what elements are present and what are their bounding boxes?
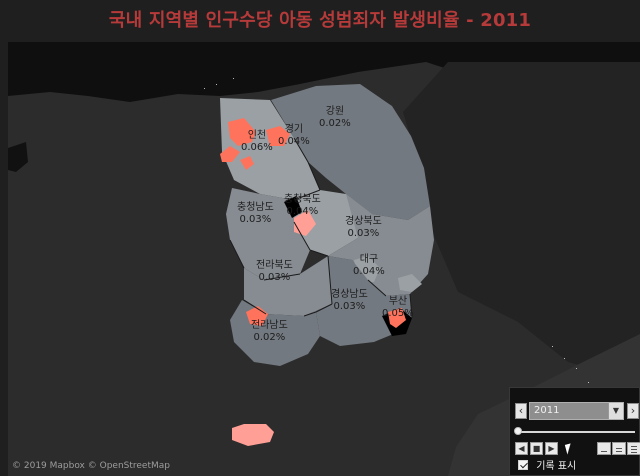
- time-slider-track[interactable]: [517, 431, 635, 433]
- gangwon-region[interactable]: [271, 84, 430, 220]
- boundary-lines: [229, 137, 413, 319]
- daejeon-region[interactable]: [294, 210, 316, 236]
- medium-speed-button[interactable]: [612, 442, 626, 455]
- time-control-panel: ‹ 2011 ▼ › ◀ ■ ▶: [509, 387, 640, 476]
- fast-speed-button[interactable]: [627, 442, 640, 455]
- step-forward-button[interactable]: ▶: [545, 442, 558, 455]
- map-attribution: © 2019 Mapbox © OpenStreetMap: [12, 461, 170, 471]
- show-history-toggle[interactable]: 기록 표시: [518, 460, 576, 474]
- speed-bar-icon: [616, 451, 622, 452]
- previous-year-button[interactable]: ‹: [515, 403, 527, 419]
- speed-bar-icon: [631, 446, 637, 447]
- map-viewport[interactable]: 강원 0.02% 경기 0.04% 인천 0.06% 충청북도 0.04% 충청…: [8, 42, 640, 476]
- ulsan-region[interactable]: [398, 274, 422, 292]
- north-korea-landmass: [8, 42, 640, 102]
- step-back-button[interactable]: ◀: [515, 442, 528, 455]
- incheon-island-a[interactable]: [220, 146, 240, 162]
- busan-highlight[interactable]: [388, 308, 406, 328]
- year-dropdown[interactable]: 2011 ▼: [529, 402, 624, 420]
- seoul-region[interactable]: [266, 126, 290, 146]
- korea-map[interactable]: [8, 42, 640, 476]
- stop-button[interactable]: ■: [530, 442, 543, 455]
- map-title: 국내 지역별 인구수당 아동 성범죄자 발생비율 - 2011: [108, 10, 532, 31]
- jeju-island[interactable]: [232, 424, 274, 446]
- step-back-icon: ◀: [518, 444, 525, 453]
- speed-bar-icon: [616, 448, 622, 449]
- next-year-button[interactable]: ›: [627, 403, 639, 419]
- speed-bar-icon: [601, 451, 607, 452]
- gyeongbuk-region[interactable]: [328, 194, 434, 296]
- east-coast-water: [403, 62, 640, 382]
- west-island-chain: [8, 142, 28, 172]
- chevron-left-icon: ‹: [518, 404, 524, 417]
- stop-icon: ■: [532, 444, 541, 453]
- chevron-down-icon: ▼: [608, 403, 623, 419]
- gwangju-region[interactable]: [246, 306, 268, 326]
- history-checkbox[interactable]: [518, 460, 528, 470]
- chevron-right-icon: ›: [630, 404, 636, 417]
- speed-bar-icon: [631, 449, 637, 450]
- incheon-island-b[interactable]: [240, 156, 254, 170]
- year-dropdown-value: 2011: [534, 405, 560, 416]
- time-slider-thumb[interactable]: [514, 427, 522, 435]
- show-history-label: 기록 표시: [536, 461, 577, 472]
- sejong-region[interactable]: [284, 196, 302, 218]
- slow-speed-button[interactable]: [597, 442, 611, 455]
- incheon-region[interactable]: [228, 118, 256, 146]
- step-forward-icon: ▶: [548, 444, 555, 453]
- speed-bar-icon: [631, 452, 637, 453]
- jeonbuk-region[interactable]: [244, 256, 340, 316]
